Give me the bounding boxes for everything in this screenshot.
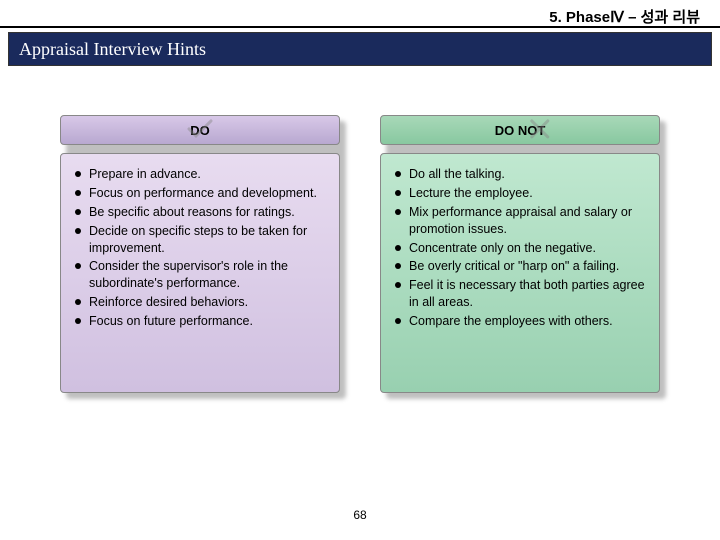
list-item: Reinforce desired behaviors. [75,294,325,311]
list-item: Focus on performance and development. [75,185,325,202]
list-item: Consider the supervisor's role in the su… [75,258,325,292]
item-text: Consider the supervisor's role in the su… [89,258,325,292]
list-item: Prepare in advance. [75,166,325,183]
x-icon [529,118,551,140]
bullet-icon [75,190,81,196]
list-item: Focus on future performance. [75,313,325,330]
columns-container: DO Prepare in advance. Focus on performa… [60,115,660,393]
list-item: Be specific about reasons for ratings. [75,204,325,221]
item-text: Prepare in advance. [89,166,201,183]
list-item: Mix performance appraisal and salary or … [395,204,645,238]
bullet-icon [75,299,81,305]
item-text: Lecture the employee. [409,185,533,202]
item-text: Concentrate only on the negative. [409,240,596,257]
item-text: Do all the talking. [409,166,505,183]
item-text: Feel it is necessary that both parties a… [409,277,645,311]
list-item: Do all the talking. [395,166,645,183]
bullet-icon [395,209,401,215]
check-icon [187,118,213,140]
do-header: DO [60,115,340,145]
item-text: Compare the employees with others. [409,313,613,330]
list-item: Feel it is necessary that both parties a… [395,277,645,311]
list-item: Compare the employees with others. [395,313,645,330]
donot-header: DO NOT [380,115,660,145]
bullet-icon [75,318,81,324]
item-text: Decide on specific steps to be taken for… [89,223,325,257]
item-text: Focus on future performance. [89,313,253,330]
bullet-icon [75,171,81,177]
do-column: DO Prepare in advance. Focus on performa… [60,115,340,393]
item-text: Reinforce desired behaviors. [89,294,248,311]
bullet-icon [395,171,401,177]
bullet-icon [75,228,81,234]
bullet-icon [395,282,401,288]
item-text: Be specific about reasons for ratings. [89,204,295,221]
list-item: Be overly critical or "harp on" a failin… [395,258,645,275]
donot-body: Do all the talking. Lecture the employee… [380,153,660,393]
list-item: Lecture the employee. [395,185,645,202]
donot-column: DO NOT Do all the talking. Lecture the e… [380,115,660,393]
phase-title: 5. PhaseⅣ – 성과 리뷰 [549,6,700,27]
item-text: Mix performance appraisal and salary or … [409,204,645,238]
list-item: Decide on specific steps to be taken for… [75,223,325,257]
bullet-icon [395,245,401,251]
bullet-icon [395,318,401,324]
bullet-icon [395,263,401,269]
subtitle-text: Appraisal Interview Hints [19,39,206,60]
item-text: Focus on performance and development. [89,185,317,202]
bullet-icon [75,209,81,215]
subtitle-bar: Appraisal Interview Hints [8,32,712,66]
item-text: Be overly critical or "harp on" a failin… [409,258,619,275]
list-item: Concentrate only on the negative. [395,240,645,257]
bullet-icon [395,190,401,196]
page-number: 68 [353,508,366,522]
bullet-icon [75,263,81,269]
do-body: Prepare in advance. Focus on performance… [60,153,340,393]
